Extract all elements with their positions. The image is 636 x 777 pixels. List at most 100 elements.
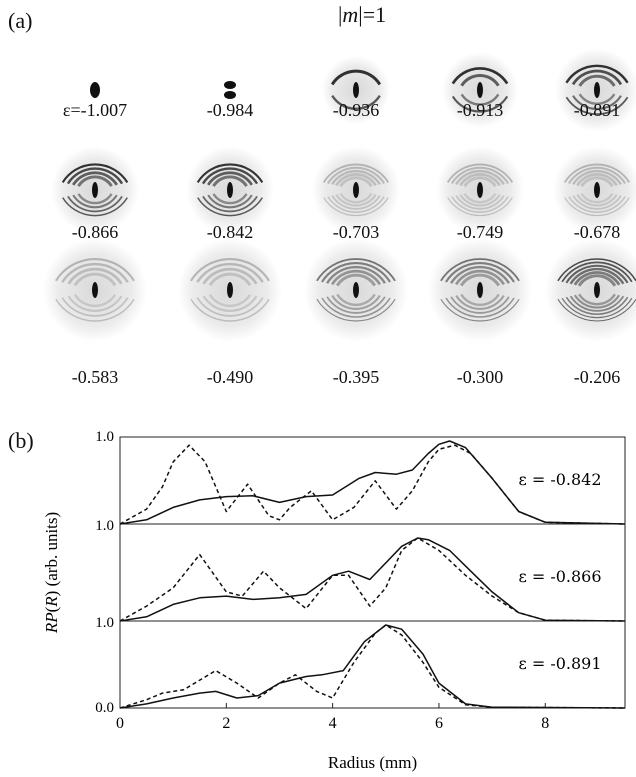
ring-arc <box>61 163 129 183</box>
center-spot <box>477 182 483 198</box>
ring-arc <box>455 169 505 186</box>
ring-arc <box>455 195 505 210</box>
image-pattern <box>442 52 518 128</box>
image-cell <box>35 140 155 258</box>
image-cell <box>420 240 540 358</box>
ring-arc <box>463 176 497 188</box>
ring-arc <box>67 195 123 213</box>
ring-arc <box>450 296 510 314</box>
ring-arc <box>573 294 621 309</box>
ring-arc <box>572 169 622 186</box>
ring-arc <box>316 258 396 282</box>
image-pattern <box>304 240 408 342</box>
ring-arc <box>568 166 626 184</box>
x-tick-label: 4 <box>329 715 337 732</box>
image-cell <box>296 40 416 158</box>
ring-arc <box>202 195 258 213</box>
image-cell <box>537 240 636 358</box>
title-suffix: =1 <box>362 2 387 27</box>
ring-arc <box>66 167 124 185</box>
ring-arc <box>339 192 373 204</box>
dashed-series-line <box>119 537 626 622</box>
ring-arc <box>331 169 381 186</box>
image-pattern <box>178 240 282 342</box>
y-tick-label: 1.0 <box>95 615 114 631</box>
image-pattern <box>322 56 390 124</box>
ring-arc <box>196 163 264 183</box>
ring-arc <box>451 196 509 213</box>
center-spot <box>92 282 98 298</box>
ring-arc <box>72 171 118 186</box>
x-tick-label: 8 <box>541 715 549 732</box>
ring-arc <box>557 258 636 282</box>
ring-arc <box>577 274 617 287</box>
title-m: m <box>342 2 359 27</box>
ring-arc <box>202 267 258 285</box>
ring-arc <box>459 273 501 287</box>
ring-arc <box>339 176 373 188</box>
energy-label: -0.703 <box>332 222 380 242</box>
ring-arc <box>330 69 382 86</box>
ring-arc <box>463 192 497 204</box>
image-cell <box>170 40 290 158</box>
image-pattern <box>428 240 532 342</box>
y-tick-label: 0.0 <box>95 700 114 716</box>
image-cell <box>296 140 416 258</box>
ring-arc <box>336 293 376 307</box>
center-spot <box>224 81 236 89</box>
halo <box>545 240 636 342</box>
solid-series-line <box>119 624 626 709</box>
ring-arc <box>73 294 117 308</box>
ring-arc <box>212 175 248 187</box>
ring-arc <box>557 298 636 322</box>
ring-arc <box>208 294 252 308</box>
ring-arc <box>447 197 513 217</box>
ring-arc <box>565 96 629 116</box>
ring-arc <box>201 167 259 185</box>
ring-arc <box>578 293 616 306</box>
panel-a-label: (a) <box>8 8 33 33</box>
image-cell <box>170 240 290 358</box>
center-spot <box>353 82 359 98</box>
ring-arc <box>451 67 509 85</box>
ring-arc <box>440 258 520 282</box>
ring-arc <box>580 176 614 188</box>
center-spot <box>227 282 233 298</box>
ring-arc <box>62 197 128 217</box>
ring-arc <box>572 95 622 110</box>
energy-label: -0.300 <box>456 367 504 387</box>
solid-series-line <box>119 537 626 622</box>
x-tick-label: 2 <box>222 715 230 732</box>
energy-label: -0.866 <box>71 222 119 242</box>
center-spot <box>477 82 483 98</box>
ring-arc <box>576 173 618 187</box>
ring-arc <box>67 295 123 312</box>
ring-arc <box>335 273 377 287</box>
ring-arc <box>569 267 625 285</box>
ring-arc <box>565 64 629 84</box>
ring-arc <box>326 265 386 284</box>
ring-arc <box>61 262 129 283</box>
image-cell <box>170 140 290 258</box>
image-cell <box>35 40 155 158</box>
panel-annotation: ε = -0.891 <box>518 654 601 673</box>
ring-arc <box>55 298 135 322</box>
ring-arc <box>331 195 381 210</box>
image-pattern <box>224 81 236 99</box>
ring-arc <box>455 295 505 310</box>
ring-arc <box>571 69 623 86</box>
ring-arc <box>451 166 509 184</box>
ring-arc <box>77 175 113 187</box>
ring-arc <box>440 298 520 322</box>
ring-arc <box>460 293 500 307</box>
energy-label: -0.583 <box>71 367 119 387</box>
ring-arc <box>321 297 391 318</box>
ring-arc <box>326 296 386 314</box>
image-cell <box>296 240 416 358</box>
energy-label: -0.206 <box>573 367 621 387</box>
ring-arc <box>197 197 263 217</box>
dashed-series-line <box>119 444 626 525</box>
ring-arc <box>455 269 505 286</box>
image-pattern <box>90 82 100 98</box>
radial-distribution-plots: ε = -0.842 ε = -0.866 ε = -0.891 1.0 1.0 1.0 0… <box>42 429 626 772</box>
